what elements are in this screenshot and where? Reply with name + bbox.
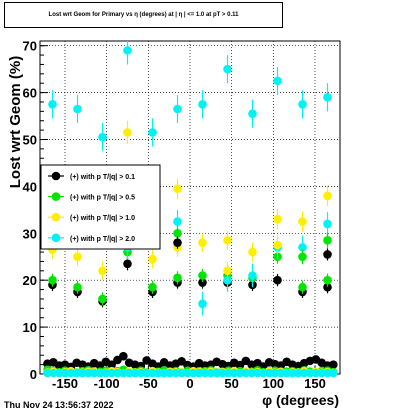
data-point (223, 266, 232, 276)
data-point (273, 240, 282, 250)
x-tick-label: 0 (186, 376, 193, 391)
data-point (273, 275, 282, 285)
data-point (148, 282, 157, 292)
x-tick-label: -150 (52, 376, 78, 391)
y-axis-label: Lost wrt Geom (%) (7, 56, 24, 189)
data-point (223, 236, 232, 245)
x-tick-label: -100 (94, 376, 120, 391)
data-point (148, 128, 157, 137)
data-point (298, 100, 307, 109)
data-point (248, 271, 257, 280)
data-point (329, 368, 338, 378)
legend-label: (+) with p T/|q| > 0.5 (70, 195, 135, 202)
data-point (329, 360, 338, 369)
data-point (173, 238, 182, 247)
y-tick-label: 60 (23, 86, 37, 101)
chart-title: Lost wrt Geom for Primary vs η (degrees)… (48, 12, 239, 18)
y-tick-label: 10 (23, 320, 37, 335)
data-point (323, 275, 332, 285)
data-point (198, 299, 207, 308)
data-point (73, 282, 82, 292)
data-point (98, 294, 107, 304)
data-point (198, 238, 207, 247)
data-point (173, 104, 182, 114)
x-tick-label: -50 (139, 376, 158, 391)
data-point (248, 109, 257, 118)
timestamp: Thu Nov 24 13:56:37 2022 (4, 400, 114, 410)
data-point (48, 275, 57, 285)
data-point (73, 252, 82, 262)
legend-label: (+) with p T/|q| > 1.0 (70, 215, 135, 222)
data-point (223, 64, 232, 74)
data-point (298, 217, 307, 226)
data-point (48, 100, 57, 109)
data-point (123, 128, 132, 137)
legend: (+) with p T/|q| > 0.1 (+) with p T/|q| >… (40, 164, 161, 250)
data-point (298, 282, 307, 292)
y-tick-label: 0 (30, 367, 37, 382)
x-tick-label: 100 (262, 376, 284, 391)
data-point (323, 219, 332, 229)
data-point (123, 46, 132, 55)
data-point (323, 92, 332, 102)
y-tick-label: 50 (23, 132, 37, 147)
data-point (98, 132, 107, 142)
data-point (173, 184, 182, 194)
legend-marker (51, 233, 61, 243)
data-marks (43, 41, 338, 378)
data-point (198, 100, 207, 109)
data-point (173, 228, 182, 238)
data-point (73, 104, 82, 114)
data-point (98, 266, 107, 276)
y-tick-label: 70 (23, 39, 37, 54)
data-point (223, 275, 232, 285)
legend-label: (+) with p T/|q| > 2.0 (70, 236, 135, 243)
x-tick-label: 150 (304, 376, 326, 391)
data-point (323, 191, 332, 201)
data-point (273, 76, 282, 86)
data-point (123, 259, 132, 269)
data-point (248, 247, 257, 257)
legend-marker (51, 171, 61, 181)
x-tick-label: 50 (224, 376, 238, 391)
data-point (323, 250, 332, 259)
data-point (198, 278, 207, 287)
data-point (273, 214, 282, 224)
data-point (173, 273, 182, 283)
data-point (148, 254, 157, 264)
data-point (107, 360, 116, 369)
y-tick-label: 40 (23, 179, 37, 194)
chart-title-box: Lost wrt Geom for Primary vs η (degrees)… (4, 2, 283, 28)
data-point (173, 217, 182, 226)
data-point (323, 236, 332, 245)
y-tick-label: 30 (23, 226, 37, 241)
legend-label: (+) with p T/|q| > 0.1 (70, 174, 135, 181)
x-axis-label: φ (degrees) (262, 392, 339, 408)
data-point (119, 351, 128, 361)
legend-marker (51, 192, 61, 201)
data-point (298, 252, 307, 262)
data-point (198, 271, 207, 280)
legend-box (40, 164, 161, 250)
grid-lines (40, 41, 340, 374)
data-point (298, 243, 307, 252)
legend-marker (51, 212, 61, 222)
data-point (323, 282, 332, 292)
y-tick-label: 20 (23, 273, 37, 288)
